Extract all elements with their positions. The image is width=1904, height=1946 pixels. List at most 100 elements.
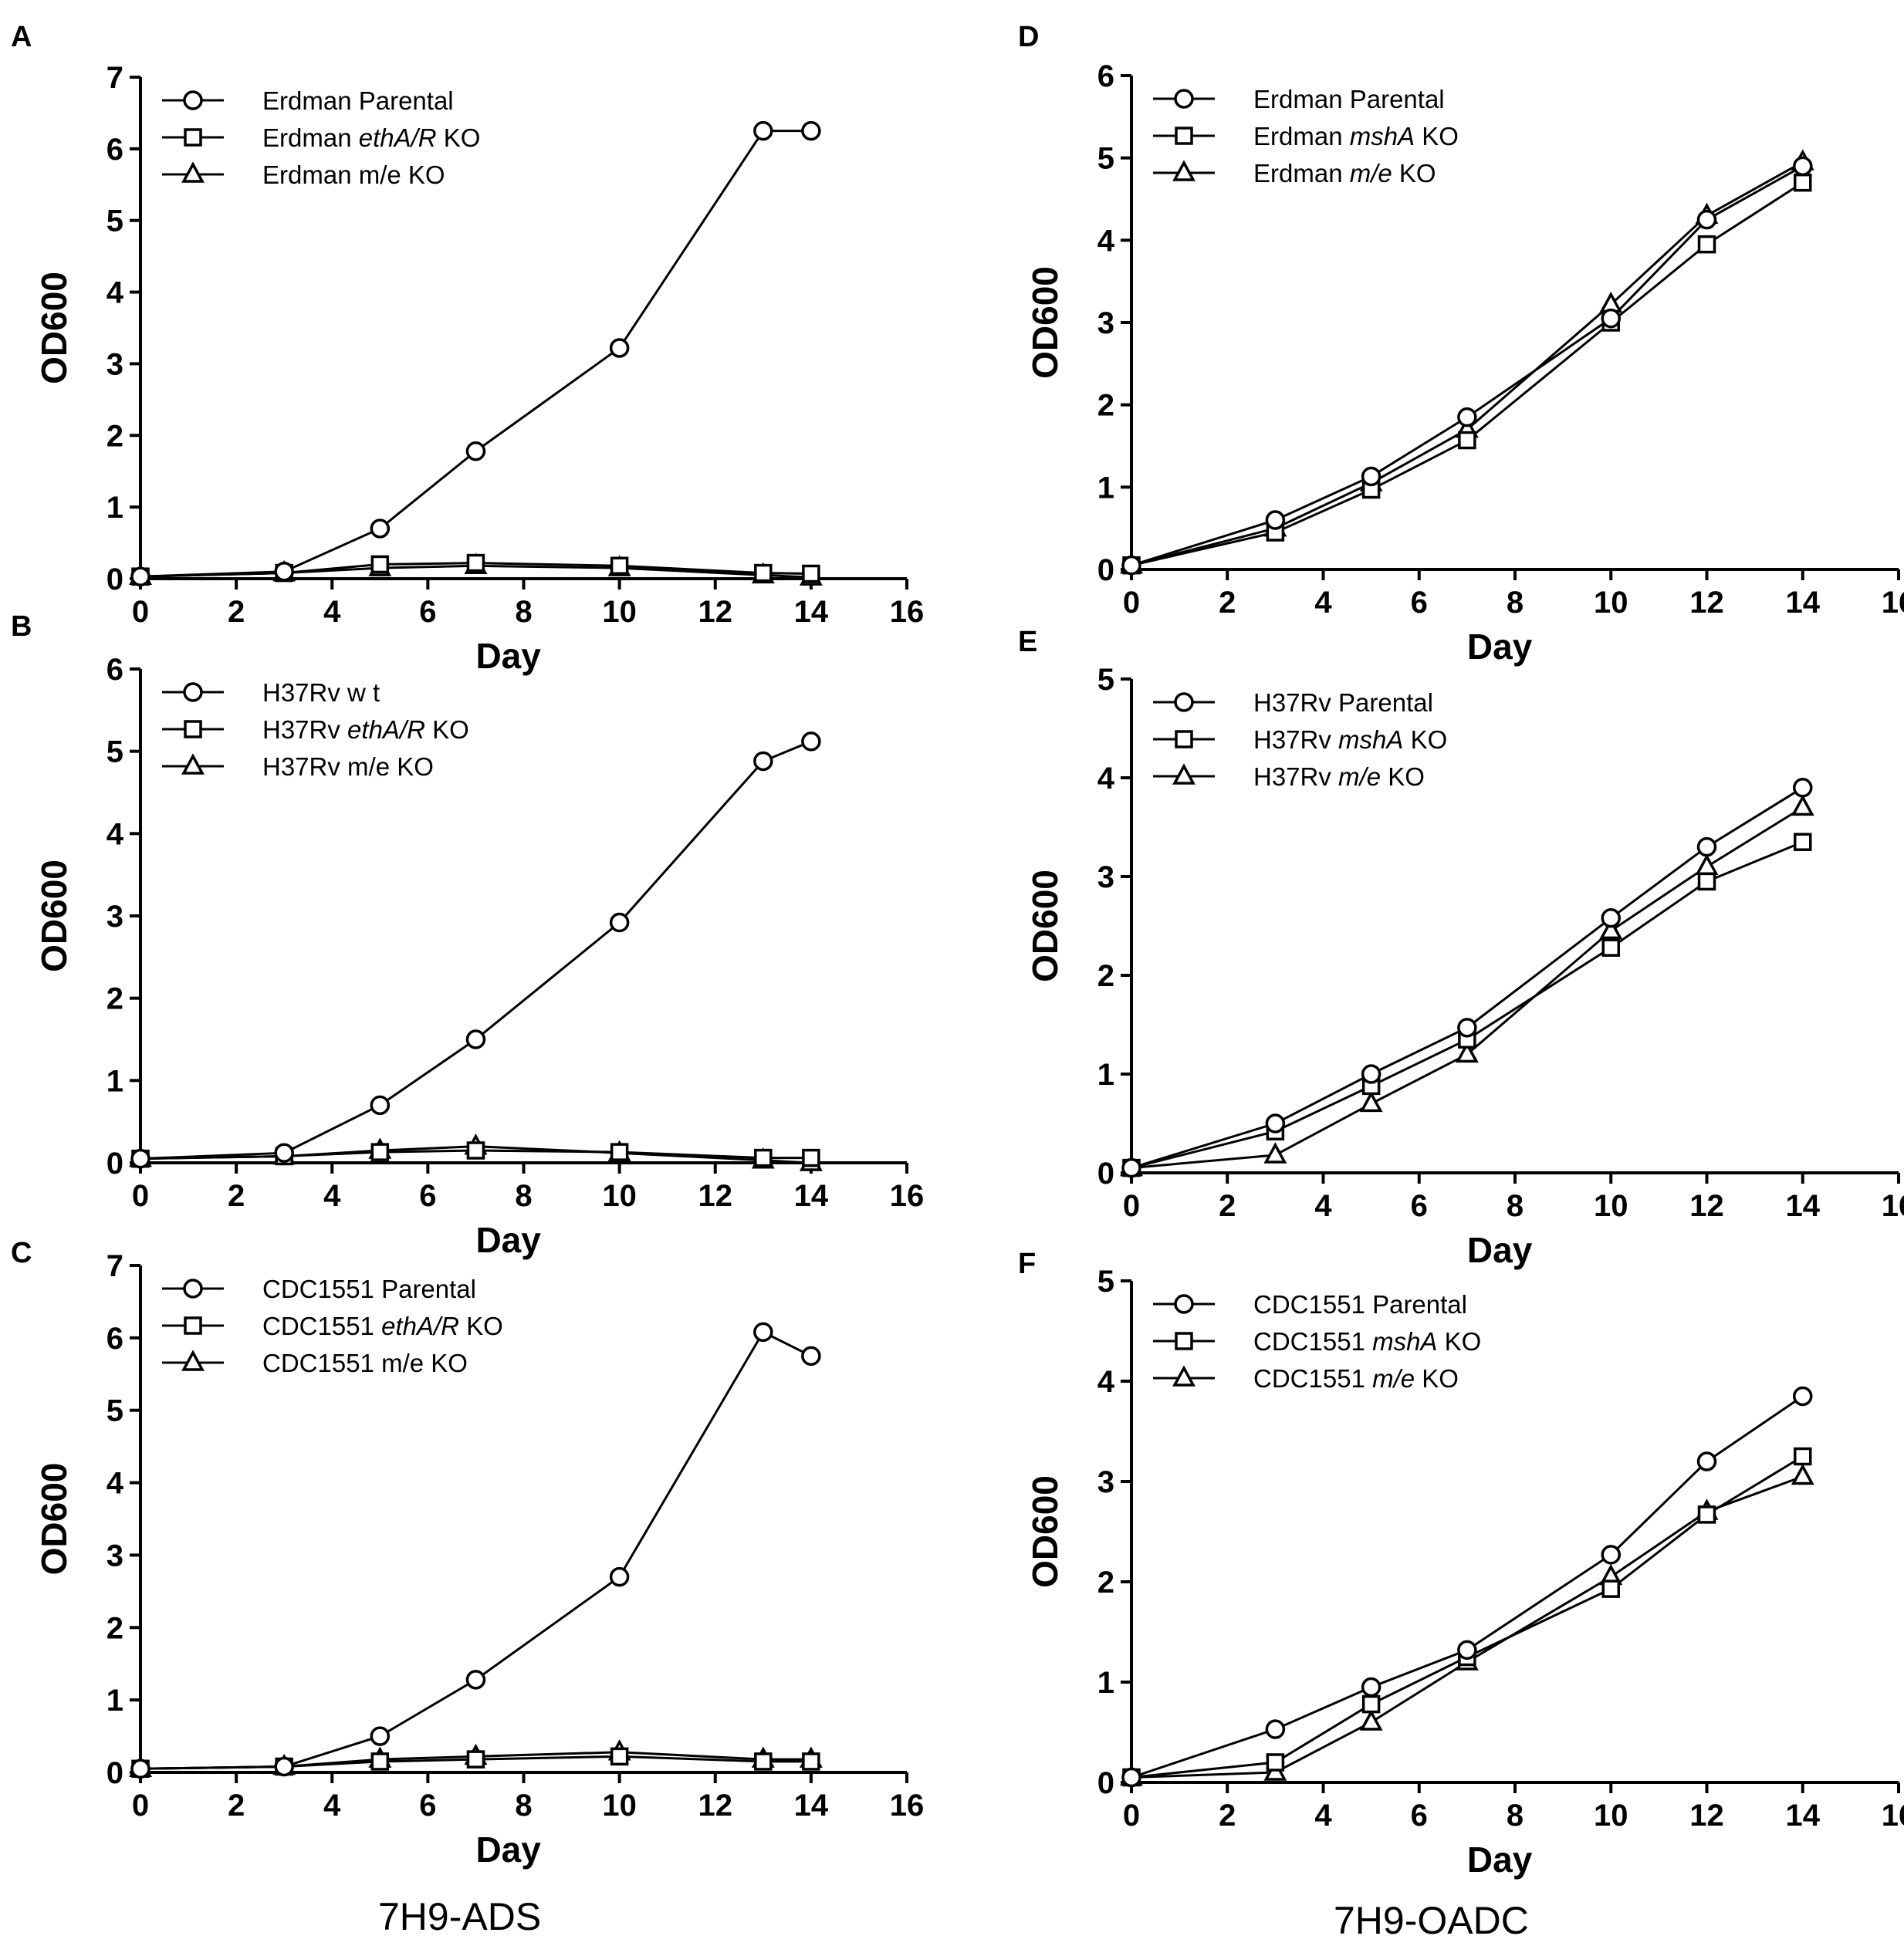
data-point-circle xyxy=(130,1148,150,1169)
x-tick-label: 14 xyxy=(1786,1799,1821,1833)
data-point-circle xyxy=(370,1095,391,1116)
legend-marker-triangle xyxy=(1172,1365,1195,1387)
data-point-triangle xyxy=(1263,1142,1287,1164)
y-tick-label: 1 xyxy=(107,491,123,525)
x-axis-title: Day xyxy=(1467,1230,1533,1270)
x-tick-label: 8 xyxy=(1507,1189,1524,1223)
y-tick-label: 5 xyxy=(1097,1265,1114,1299)
y-tick-label: 5 xyxy=(1097,142,1114,176)
legend-entry: Erdman m/e KO xyxy=(162,160,445,189)
legend-marker-square xyxy=(1175,1332,1193,1350)
data-point-circle xyxy=(465,1029,486,1049)
legend-entry: CDC1551 mshA KO xyxy=(1153,1327,1481,1356)
legend-label: CDC1551 Parental xyxy=(1253,1290,1467,1319)
data-point-circle xyxy=(1121,1157,1141,1178)
data-point-circle xyxy=(1265,1719,1286,1739)
y-tick-label: 4 xyxy=(107,276,124,310)
series-line xyxy=(140,130,811,578)
data-point-square xyxy=(610,1747,629,1766)
x-tick-label: 14 xyxy=(1786,1189,1821,1223)
data-point-triangle xyxy=(1791,1463,1814,1485)
series-circle xyxy=(130,731,821,1169)
legend-entry: H37Rv w t xyxy=(162,678,380,707)
x-tick-label: 8 xyxy=(515,595,532,629)
legend-entry: CDC1551 Parental xyxy=(1153,1290,1467,1319)
data-point-circle xyxy=(130,566,150,586)
data-point-square xyxy=(610,556,629,576)
y-tick-label: 3 xyxy=(1097,1465,1114,1499)
x-tick-label: 6 xyxy=(1411,586,1428,620)
legend-entry: Erdman Parental xyxy=(162,86,454,115)
y-tick-label: 5 xyxy=(107,1394,123,1428)
data-point-square xyxy=(754,563,773,583)
data-point-circle xyxy=(801,120,821,141)
data-point-circle xyxy=(1793,156,1813,177)
legend-label: H37Rv m/e KO xyxy=(1253,762,1425,791)
panel-letter-a: A xyxy=(11,21,32,53)
y-axis-title: OD600 xyxy=(34,860,74,972)
x-tick-label: 6 xyxy=(1411,1799,1428,1833)
x-tick-label: 14 xyxy=(1786,586,1821,620)
x-tick-label: 4 xyxy=(1314,1799,1332,1833)
caption-7h9-oadc: 7H9-OADC xyxy=(1334,1899,1529,1942)
chart-svg-f: F0246810121416012345DayOD600CDC1551 Pare… xyxy=(1018,1248,1904,1880)
series-circle xyxy=(1121,778,1813,1178)
x-tick-label: 16 xyxy=(1882,1189,1904,1223)
legend-marker-triangle xyxy=(181,161,205,183)
legend-label: Erdman Parental xyxy=(1253,85,1445,113)
x-tick-label: 4 xyxy=(323,1789,341,1823)
x-tick-label: 4 xyxy=(323,1179,341,1213)
y-tick-label: 0 xyxy=(1097,553,1114,587)
data-point-square xyxy=(1794,173,1812,192)
panel-letter-e: E xyxy=(1018,626,1037,658)
data-point-circle xyxy=(753,751,773,772)
y-tick-label: 3 xyxy=(107,347,123,381)
legend-marker-triangle xyxy=(181,1350,205,1371)
y-tick-label: 1 xyxy=(107,1684,123,1718)
x-tick-label: 2 xyxy=(228,1179,245,1213)
x-tick-label: 2 xyxy=(228,1789,245,1823)
data-point-triangle xyxy=(1359,1090,1383,1113)
data-point-square xyxy=(802,1752,820,1771)
data-point-square xyxy=(802,1148,820,1167)
y-tick-label: 0 xyxy=(1097,1766,1114,1800)
panel-letter-b: B xyxy=(11,610,32,643)
data-point-circle xyxy=(609,1566,630,1587)
chart-svg-e: E0246810121416012345DayOD600H37Rv Parent… xyxy=(1018,626,1904,1270)
chart-panel-d: D02468101214160123456DayOD600Erdman Pare… xyxy=(957,15,1904,679)
x-tick-label: 12 xyxy=(1689,1799,1724,1833)
series-line xyxy=(1131,806,1804,1170)
legend-marker-circle xyxy=(1174,692,1194,712)
x-tick-label: 16 xyxy=(1882,586,1904,620)
y-tick-label: 6 xyxy=(107,133,123,167)
data-point-circle xyxy=(801,1346,821,1367)
data-point-circle xyxy=(1265,510,1286,530)
x-tick-label: 6 xyxy=(1411,1189,1428,1223)
y-tick-label: 4 xyxy=(1097,224,1115,258)
legend-entry: CDC1551 m/e KO xyxy=(162,1349,468,1377)
chart-panel-e: E0246810121416012345DayOD600H37Rv Parent… xyxy=(957,626,1904,1273)
data-point-circle xyxy=(753,1322,773,1343)
data-point-square xyxy=(1601,1579,1620,1598)
legend-label: CDC1551 m/e KO xyxy=(1253,1364,1459,1393)
data-point-square xyxy=(754,1752,773,1771)
x-tick-label: 2 xyxy=(228,595,245,629)
data-point-circle xyxy=(1457,407,1477,427)
x-tick-label: 8 xyxy=(515,1789,532,1823)
y-tick-label: 7 xyxy=(107,61,123,95)
legend-marker-square xyxy=(1175,730,1193,748)
y-tick-label: 6 xyxy=(1097,59,1114,93)
series-circle xyxy=(1121,156,1813,576)
legend-marker-square xyxy=(184,128,202,147)
legend-label: H37Rv mshA KO xyxy=(1253,725,1447,754)
data-point-square xyxy=(370,1143,390,1161)
legend-entry: Erdman Parental xyxy=(1153,85,1445,113)
x-tick-label: 10 xyxy=(602,1179,637,1213)
y-axis-title: OD600 xyxy=(34,1463,74,1576)
data-point-square xyxy=(466,1750,485,1769)
data-point-circle xyxy=(274,561,294,582)
legend-label: Erdman m/e KO xyxy=(1253,159,1436,188)
y-axis-title: OD600 xyxy=(1025,266,1065,379)
series-circle xyxy=(130,120,821,586)
data-point-circle xyxy=(1696,836,1717,857)
